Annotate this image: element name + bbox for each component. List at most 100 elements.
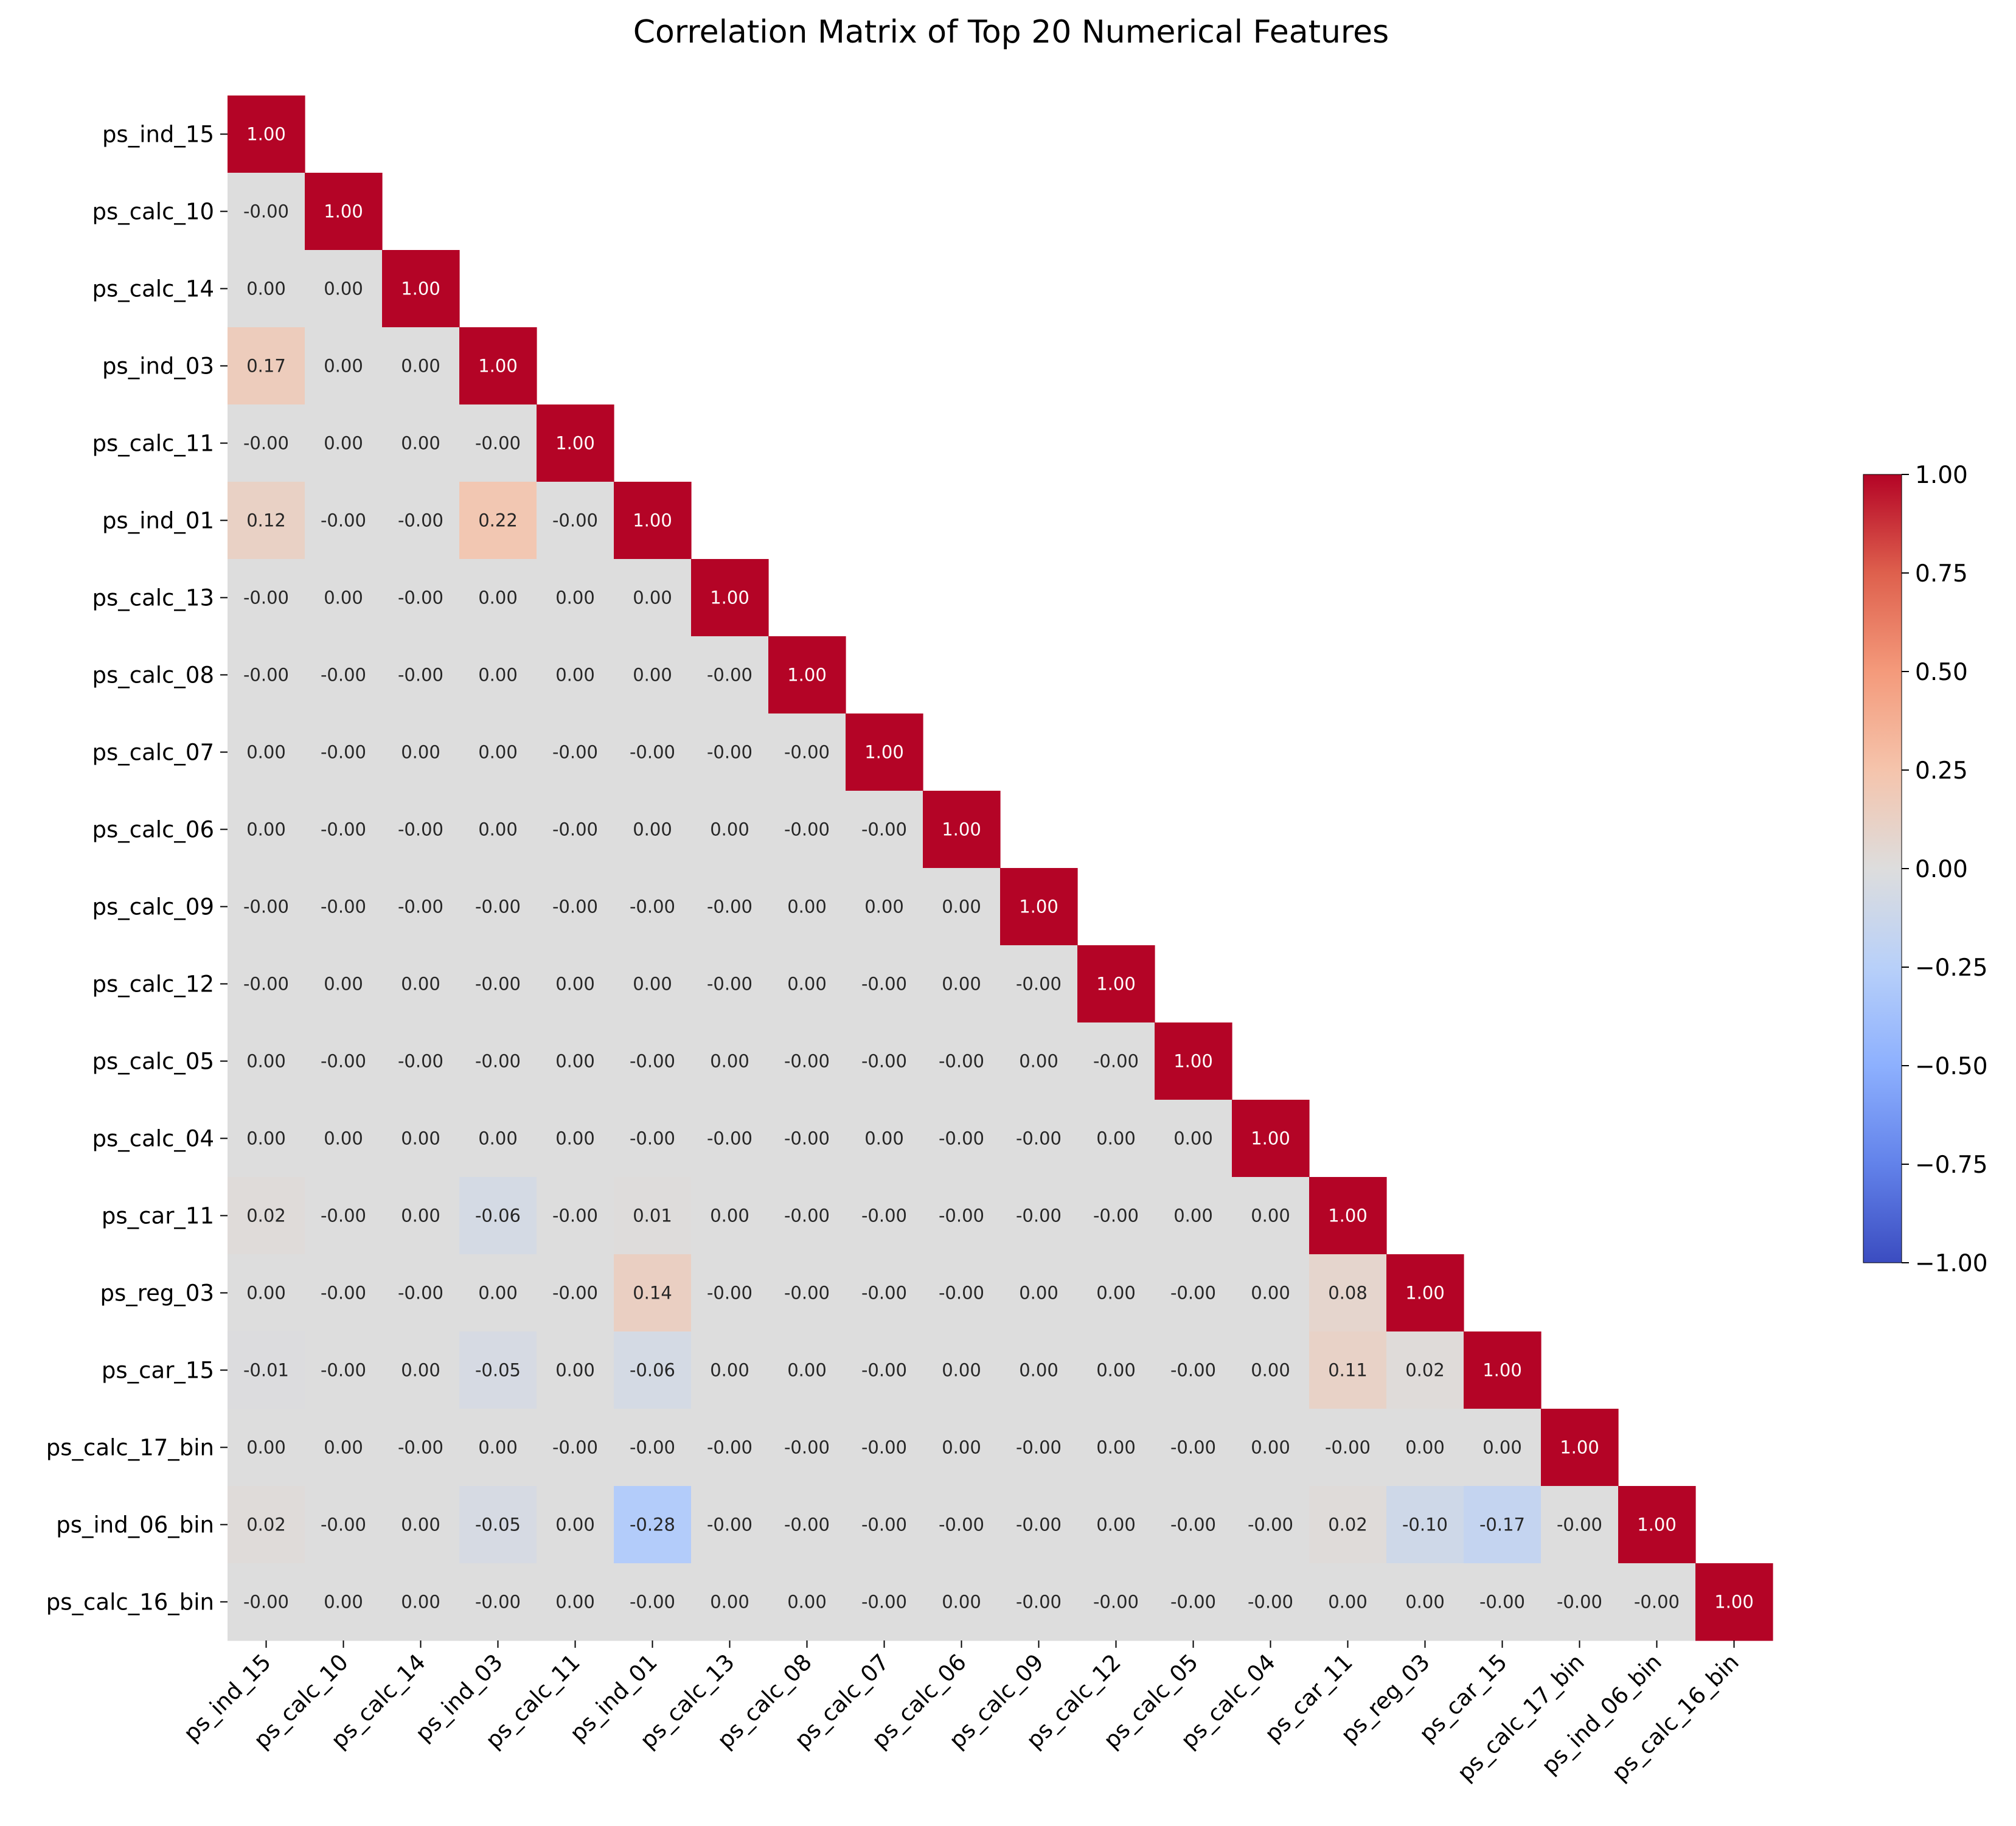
heatmap-cell-label: -0.00: [939, 1128, 984, 1149]
heatmap-cell-ps_calc_10-ps_ind_15: [228, 173, 305, 251]
y-tick-label-ps_calc_05: ps_calc_05: [92, 1049, 214, 1075]
heatmap-cell-label: 0.00: [555, 1128, 595, 1149]
heatmap-cell-label: 0.00: [1328, 1592, 1368, 1613]
heatmap-cell-ps_calc_07-ps_calc_11: [537, 713, 614, 791]
heatmap-cell-label: -0.00: [398, 1051, 443, 1072]
heatmap-cell-ps_ind_06_bin-ps_calc_17_bin: [1541, 1486, 1619, 1564]
heatmap-cell-label: 0.00: [324, 1592, 363, 1613]
heatmap-cell-label: -0.00: [1479, 1592, 1525, 1613]
heatmap-cell-ps_calc_04-ps_calc_13: [691, 1100, 769, 1178]
heatmap-cell-label: 0.00: [633, 974, 672, 995]
colorbar: 1.00 0.75 0.50 0.25 0.00 −0.25 −0.50 −0.75 −1.00: [1863, 462, 1988, 1277]
heatmap-cell-label: 0.00: [942, 897, 981, 917]
heatmap-cell-ps_calc_17_bin-ps_car_11: [1309, 1409, 1387, 1487]
heatmap-cell-ps_car_11-ps_calc_08: [768, 1177, 846, 1255]
heatmap-cell-label: 1.00: [787, 665, 827, 686]
heatmap-cell-label: -0.00: [243, 897, 289, 917]
heatmap-cell-label: 0.00: [478, 1283, 518, 1304]
heatmap-cell-label: 0.17: [246, 356, 286, 377]
heatmap-cell-ps_ind_06_bin-ps_calc_09: [1000, 1486, 1078, 1564]
heatmap-cell-label: 0.00: [1251, 1437, 1290, 1458]
heatmap-cell-ps_calc_05-ps_calc_10: [305, 1022, 383, 1100]
heatmap-cell-label: -0.00: [475, 897, 521, 917]
heatmap-cell-label: 0.00: [1019, 1051, 1058, 1072]
heatmap-cell-ps_calc_07-ps_calc_07: [846, 713, 923, 791]
heatmap-cell-ps_calc_13-ps_calc_10: [305, 559, 383, 637]
heatmap-cell-label: -0.00: [398, 588, 443, 608]
heatmap-cell-ps_calc_08-ps_calc_11: [537, 636, 614, 714]
heatmap-cell-ps_calc_12-ps_calc_14: [382, 945, 460, 1023]
heatmap-cell-label: 0.00: [1251, 1360, 1290, 1381]
heatmap-cell-label: -0.00: [784, 742, 830, 763]
heatmap-cell-label: 0.00: [1173, 1128, 1213, 1149]
heatmap-cell-ps_calc_13-ps_ind_03: [459, 559, 537, 637]
heatmap-cell-label: 0.00: [478, 1128, 518, 1149]
heatmap-cell-ps_calc_04-ps_calc_10: [305, 1100, 383, 1178]
heatmap-cell-label: -0.00: [552, 742, 598, 763]
heatmap-cell-label: 0.00: [324, 356, 363, 377]
heatmap-cell-label: 1.00: [1173, 1051, 1213, 1072]
heatmap-cell-ps_calc_11-ps_calc_11: [537, 404, 614, 482]
heatmap-cell-label: -0.01: [243, 1360, 289, 1381]
heatmap-cell-label: 0.00: [555, 1360, 595, 1381]
heatmap-cell-label: -0.00: [321, 897, 366, 917]
heatmap-cell-ps_calc_12-ps_ind_15: [228, 945, 305, 1023]
y-tick-label-ps_calc_12: ps_calc_12: [92, 971, 214, 998]
heatmap-cell-ps_calc_06-ps_calc_14: [382, 791, 460, 869]
heatmap-cell-label: 1.00: [478, 356, 518, 377]
heatmap-cell-label: 0.00: [324, 279, 363, 299]
heatmap-cell-label: -0.00: [707, 1515, 753, 1535]
heatmap-cell-ps_calc_09-ps_calc_14: [382, 868, 460, 946]
heatmap-cell-label: -0.00: [630, 1437, 675, 1458]
heatmap-cell-ps_calc_07-ps_calc_08: [768, 713, 846, 791]
heatmap-cell-ps_ind_06_bin-ps_ind_01: [614, 1486, 692, 1564]
heatmap-cell-label: 1.00: [1251, 1128, 1290, 1149]
heatmap-cell-ps_calc_16_bin-ps_calc_12: [1077, 1563, 1155, 1641]
heatmap-cell-label: -0.00: [398, 510, 443, 531]
heatmap-cell-ps_car_11-ps_calc_04: [1232, 1177, 1310, 1255]
heatmap-cell-ps_calc_09-ps_calc_07: [846, 868, 923, 946]
heatmap-cell-ps_calc_09-ps_calc_08: [768, 868, 846, 946]
heatmap-cell-ps_calc_05-ps_calc_09: [1000, 1022, 1078, 1100]
heatmap-cell-ps_calc_12-ps_calc_08: [768, 945, 846, 1023]
heatmap-cell-label: -0.00: [552, 819, 598, 840]
heatmap-cell-ps_calc_16_bin-ps_car_11: [1309, 1563, 1387, 1641]
chart-title: Correlation Matrix of Top 20 Numerical F…: [633, 14, 1389, 50]
heatmap-cell-label: -0.00: [321, 665, 366, 686]
heatmap-cell-label: -0.00: [1557, 1515, 1602, 1535]
heatmap-cell-label: -0.00: [1248, 1515, 1293, 1535]
heatmap-cell-label: -0.00: [1093, 1592, 1139, 1613]
heatmap-cell-label: 0.00: [1096, 1128, 1136, 1149]
heatmap-cell-ps_ind_06_bin-ps_ind_03: [459, 1486, 537, 1564]
heatmap-cell-ps_ind_01-ps_calc_14: [382, 482, 460, 560]
heatmap-cell-label: 0.00: [1482, 1437, 1522, 1458]
heatmap-cell-label: 1.00: [401, 279, 440, 299]
heatmap-cell-label: 0.00: [401, 433, 440, 454]
heatmap-cell-label: -0.00: [1016, 1515, 1062, 1535]
heatmap-cell-label: -0.00: [398, 1437, 443, 1458]
heatmap-cell-ps_calc_05-ps_calc_14: [382, 1022, 460, 1100]
heatmap-cell-ps_calc_17_bin-ps_calc_08: [768, 1409, 846, 1487]
heatmap-cell-ps_calc_17_bin-ps_calc_17_bin: [1541, 1409, 1619, 1487]
heatmap-cell-label: -0.00: [861, 1360, 907, 1381]
heatmap-cell-ps_calc_06-ps_ind_01: [614, 791, 692, 869]
heatmap-cell-label: -0.00: [707, 1437, 753, 1458]
heatmap-cell-ps_ind_03-ps_ind_03: [459, 327, 537, 405]
heatmap-cell-label: -0.00: [861, 819, 907, 840]
heatmap-cell-ps_ind_06_bin-ps_calc_12: [1077, 1486, 1155, 1564]
heatmap-cell-label: -0.00: [1557, 1592, 1602, 1613]
heatmap-cell-label: 1.00: [246, 124, 286, 145]
heatmap-cell-ps_calc_16_bin-ps_car_15: [1464, 1563, 1542, 1641]
heatmap-cell-ps_calc_16_bin-ps_calc_13: [691, 1563, 769, 1641]
heatmap-cell-label: -0.00: [861, 1283, 907, 1304]
colorbar-tick-label: 0.00: [1915, 856, 1968, 883]
heatmap-cell-ps_ind_01-ps_ind_03: [459, 482, 537, 560]
heatmap-cell-label: 1.00: [864, 742, 904, 763]
heatmap-cell-label: 1.00: [942, 819, 981, 840]
heatmap-cell-ps_ind_03-ps_ind_15: [228, 327, 305, 405]
heatmap-cell-ps_car_15-ps_calc_13: [691, 1331, 769, 1409]
heatmap-cell-label: 0.00: [633, 588, 672, 608]
heatmap-cell-label: -0.00: [630, 1128, 675, 1149]
heatmap-cell-ps_calc_08-ps_calc_08: [768, 636, 846, 714]
heatmap-cell-ps_car_15-ps_car_11: [1309, 1331, 1387, 1409]
